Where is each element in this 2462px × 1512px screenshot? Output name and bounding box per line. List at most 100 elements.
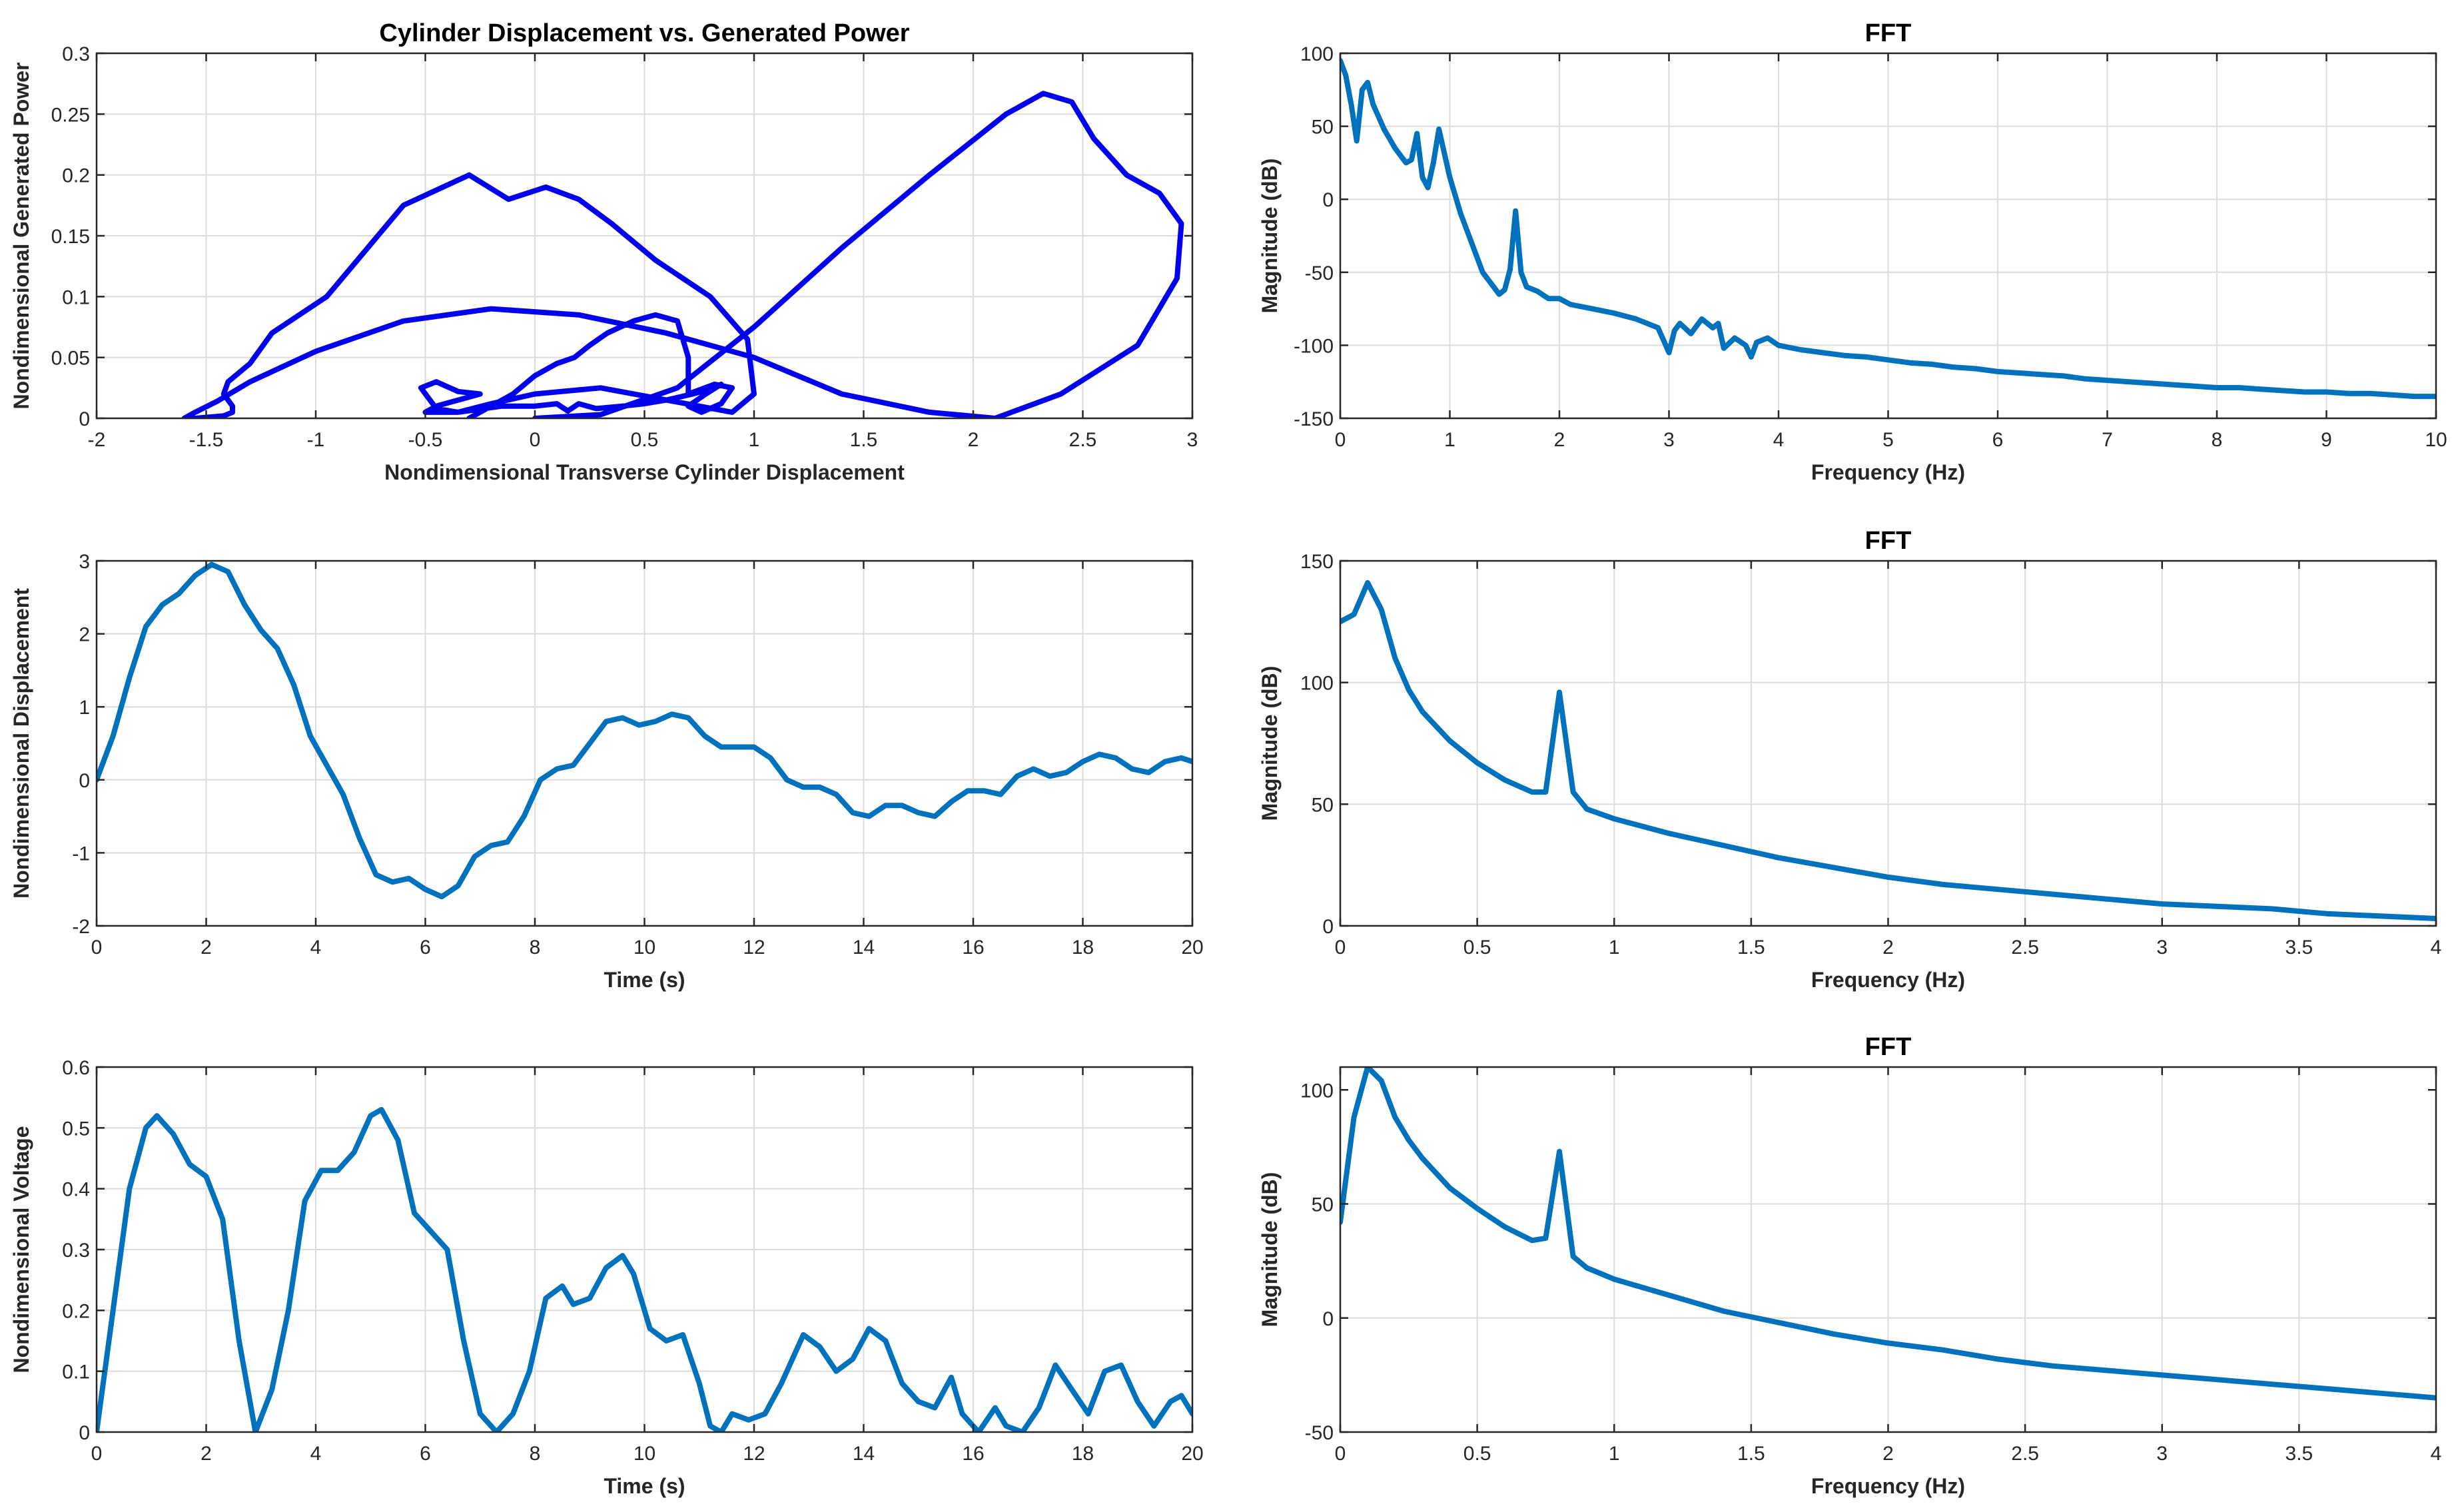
y-tick-label: 0.4	[62, 1179, 90, 1201]
y-tick-label: 50	[1312, 1194, 1334, 1216]
x-tick-label: 8	[530, 937, 541, 958]
x-tick-label: 7	[2102, 429, 2113, 451]
x-tick-label: 10	[633, 1443, 655, 1465]
x-tick-label: 3	[2156, 1443, 2168, 1465]
x-tick-label: 1.5	[1737, 937, 1765, 958]
x-tick-label: 0	[1335, 1443, 1346, 1465]
y-tick-label: 0	[79, 408, 90, 430]
x-tick-label: 12	[743, 937, 765, 958]
x-tick-label: 4	[1773, 429, 1785, 451]
x-tick-label: -2	[88, 429, 106, 451]
x-tick-label: 0	[91, 1443, 103, 1465]
y-tick-label: 0.3	[62, 1240, 90, 1262]
x-tick-label: 12	[743, 1443, 765, 1465]
x-tick-label: 0.5	[631, 429, 659, 451]
x-tick-label: 2	[968, 429, 979, 451]
y-tick-label: 50	[1312, 794, 1334, 816]
x-tick-label: 0	[1335, 937, 1346, 958]
x-tick-label: 2.5	[2011, 1443, 2039, 1465]
series-line-voltage-0	[97, 1106, 1192, 1432]
x-axis-label: Frequency (Hz)	[1811, 1474, 1965, 1498]
y-tick-label: 2	[79, 624, 90, 646]
x-tick-label: 16	[962, 1443, 984, 1465]
chart-fft2: 0 0.5 1 1.5 2 2.5 3 3.5 4 0 50 100 150 FFT Frequency (…	[1258, 527, 2441, 992]
x-tick-label: 16	[962, 937, 984, 958]
y-tick-label: 0.2	[62, 165, 90, 187]
x-tick-label: -1.5	[189, 429, 224, 451]
y-tick-label: 100	[1300, 673, 1334, 695]
y-axis-label: Nondimensional Voltage	[9, 1126, 33, 1373]
x-tick-label: 2	[1882, 937, 1894, 958]
x-tick-label: 2.5	[1069, 429, 1097, 451]
x-tick-label: -1	[307, 429, 325, 451]
y-axis-label: Magnitude (dB)	[1258, 1172, 1282, 1327]
y-tick-label: 0	[1322, 189, 1334, 211]
y-tick-label: -50	[1305, 262, 1334, 284]
x-tick-label: 14	[853, 937, 875, 958]
x-tick-label: 20	[1181, 1443, 1203, 1465]
x-tick-label: 1	[1609, 1443, 1620, 1465]
chart-title: FFT	[1865, 19, 1912, 47]
y-tick-label: -2	[72, 916, 90, 938]
chart-phase: -2 -1.5 -1 -0.5 0 0.5 1 1.5 2 2.5 3 0 0.05 0.1 0.15 0.2…	[9, 19, 1198, 484]
chart-fft1: 0 1 2 3 4 5 6 7 8 9 10 -150 -100 -50 0 50 100 FFT Frequenc…	[1258, 19, 2447, 484]
chart-title: Cylinder Displacement vs. Generated Powe…	[379, 19, 909, 47]
x-tick-label: 4	[310, 937, 322, 958]
x-tick-label: 18	[1072, 1443, 1094, 1465]
x-tick-label: 3	[1187, 429, 1198, 451]
y-tick-label: 0.5	[62, 1118, 90, 1140]
y-tick-label: 0.1	[62, 286, 90, 308]
series-line-phase-0	[181, 91, 1184, 418]
x-tick-label: 6	[420, 1443, 431, 1465]
x-tick-label: 2	[201, 1443, 212, 1465]
x-tick-label: 3	[1663, 429, 1675, 451]
x-tick-label: 1.5	[850, 429, 878, 451]
x-axis-label: Frequency (Hz)	[1811, 460, 1965, 484]
y-tick-label: 0.6	[62, 1057, 90, 1079]
x-tick-label: 3.5	[2285, 937, 2313, 958]
x-axis-label: Time (s)	[604, 968, 685, 992]
y-axis-label: Magnitude (dB)	[1258, 159, 1282, 314]
x-tick-label: 1	[749, 429, 760, 451]
chart-voltage: 0 2 4 6 8 10 12 14 16 18 20 0 0.1 0.2 0.3 0.4 0.5 0.6 Time…	[9, 1057, 1204, 1498]
y-tick-label: 0.1	[62, 1361, 90, 1383]
x-tick-label: 0.5	[1463, 937, 1491, 958]
x-tick-label: 5	[1882, 429, 1894, 451]
series-line-fft2-0	[1340, 579, 2436, 921]
x-tick-label: 3.5	[2285, 1443, 2313, 1465]
x-axis-label: Time (s)	[604, 1474, 685, 1498]
x-tick-label: 10	[2425, 429, 2447, 451]
x-tick-label: 0.5	[1463, 1443, 1491, 1465]
x-tick-label: 10	[633, 937, 655, 958]
y-tick-label: 100	[1300, 1080, 1334, 1102]
x-tick-label: 2.5	[2011, 937, 2039, 958]
series-line-fft3-0	[1340, 1067, 2436, 1401]
x-tick-label: 20	[1181, 937, 1203, 958]
y-tick-label: 0	[79, 770, 90, 792]
y-tick-label: -150	[1294, 408, 1334, 430]
y-tick-label: 0.2	[62, 1300, 90, 1322]
x-tick-label: 4	[310, 1443, 322, 1465]
x-tick-label: 6	[420, 937, 431, 958]
x-tick-label: 0	[91, 937, 103, 958]
x-tick-label: 18	[1072, 937, 1094, 958]
x-tick-label: 1	[1444, 429, 1455, 451]
y-tick-label: -100	[1294, 335, 1334, 357]
y-axis-label: Magnitude (dB)	[1258, 666, 1282, 821]
y-tick-label: -50	[1305, 1422, 1334, 1444]
y-tick-label: 0	[79, 1422, 90, 1444]
y-axis-label: Nondimensional Displacement	[9, 588, 33, 899]
x-tick-label: 3	[2156, 937, 2168, 958]
chart-title: FFT	[1865, 527, 1912, 555]
y-tick-label: 0.3	[62, 43, 90, 65]
y-tick-label: 0.25	[51, 104, 90, 126]
x-tick-label: 2	[1554, 429, 1565, 451]
y-tick-label: 1	[79, 697, 90, 719]
x-tick-label: 4	[2431, 937, 2442, 958]
y-axis-label: Nondimensional Generated Power	[9, 63, 33, 410]
x-tick-label: 8	[2212, 429, 2223, 451]
